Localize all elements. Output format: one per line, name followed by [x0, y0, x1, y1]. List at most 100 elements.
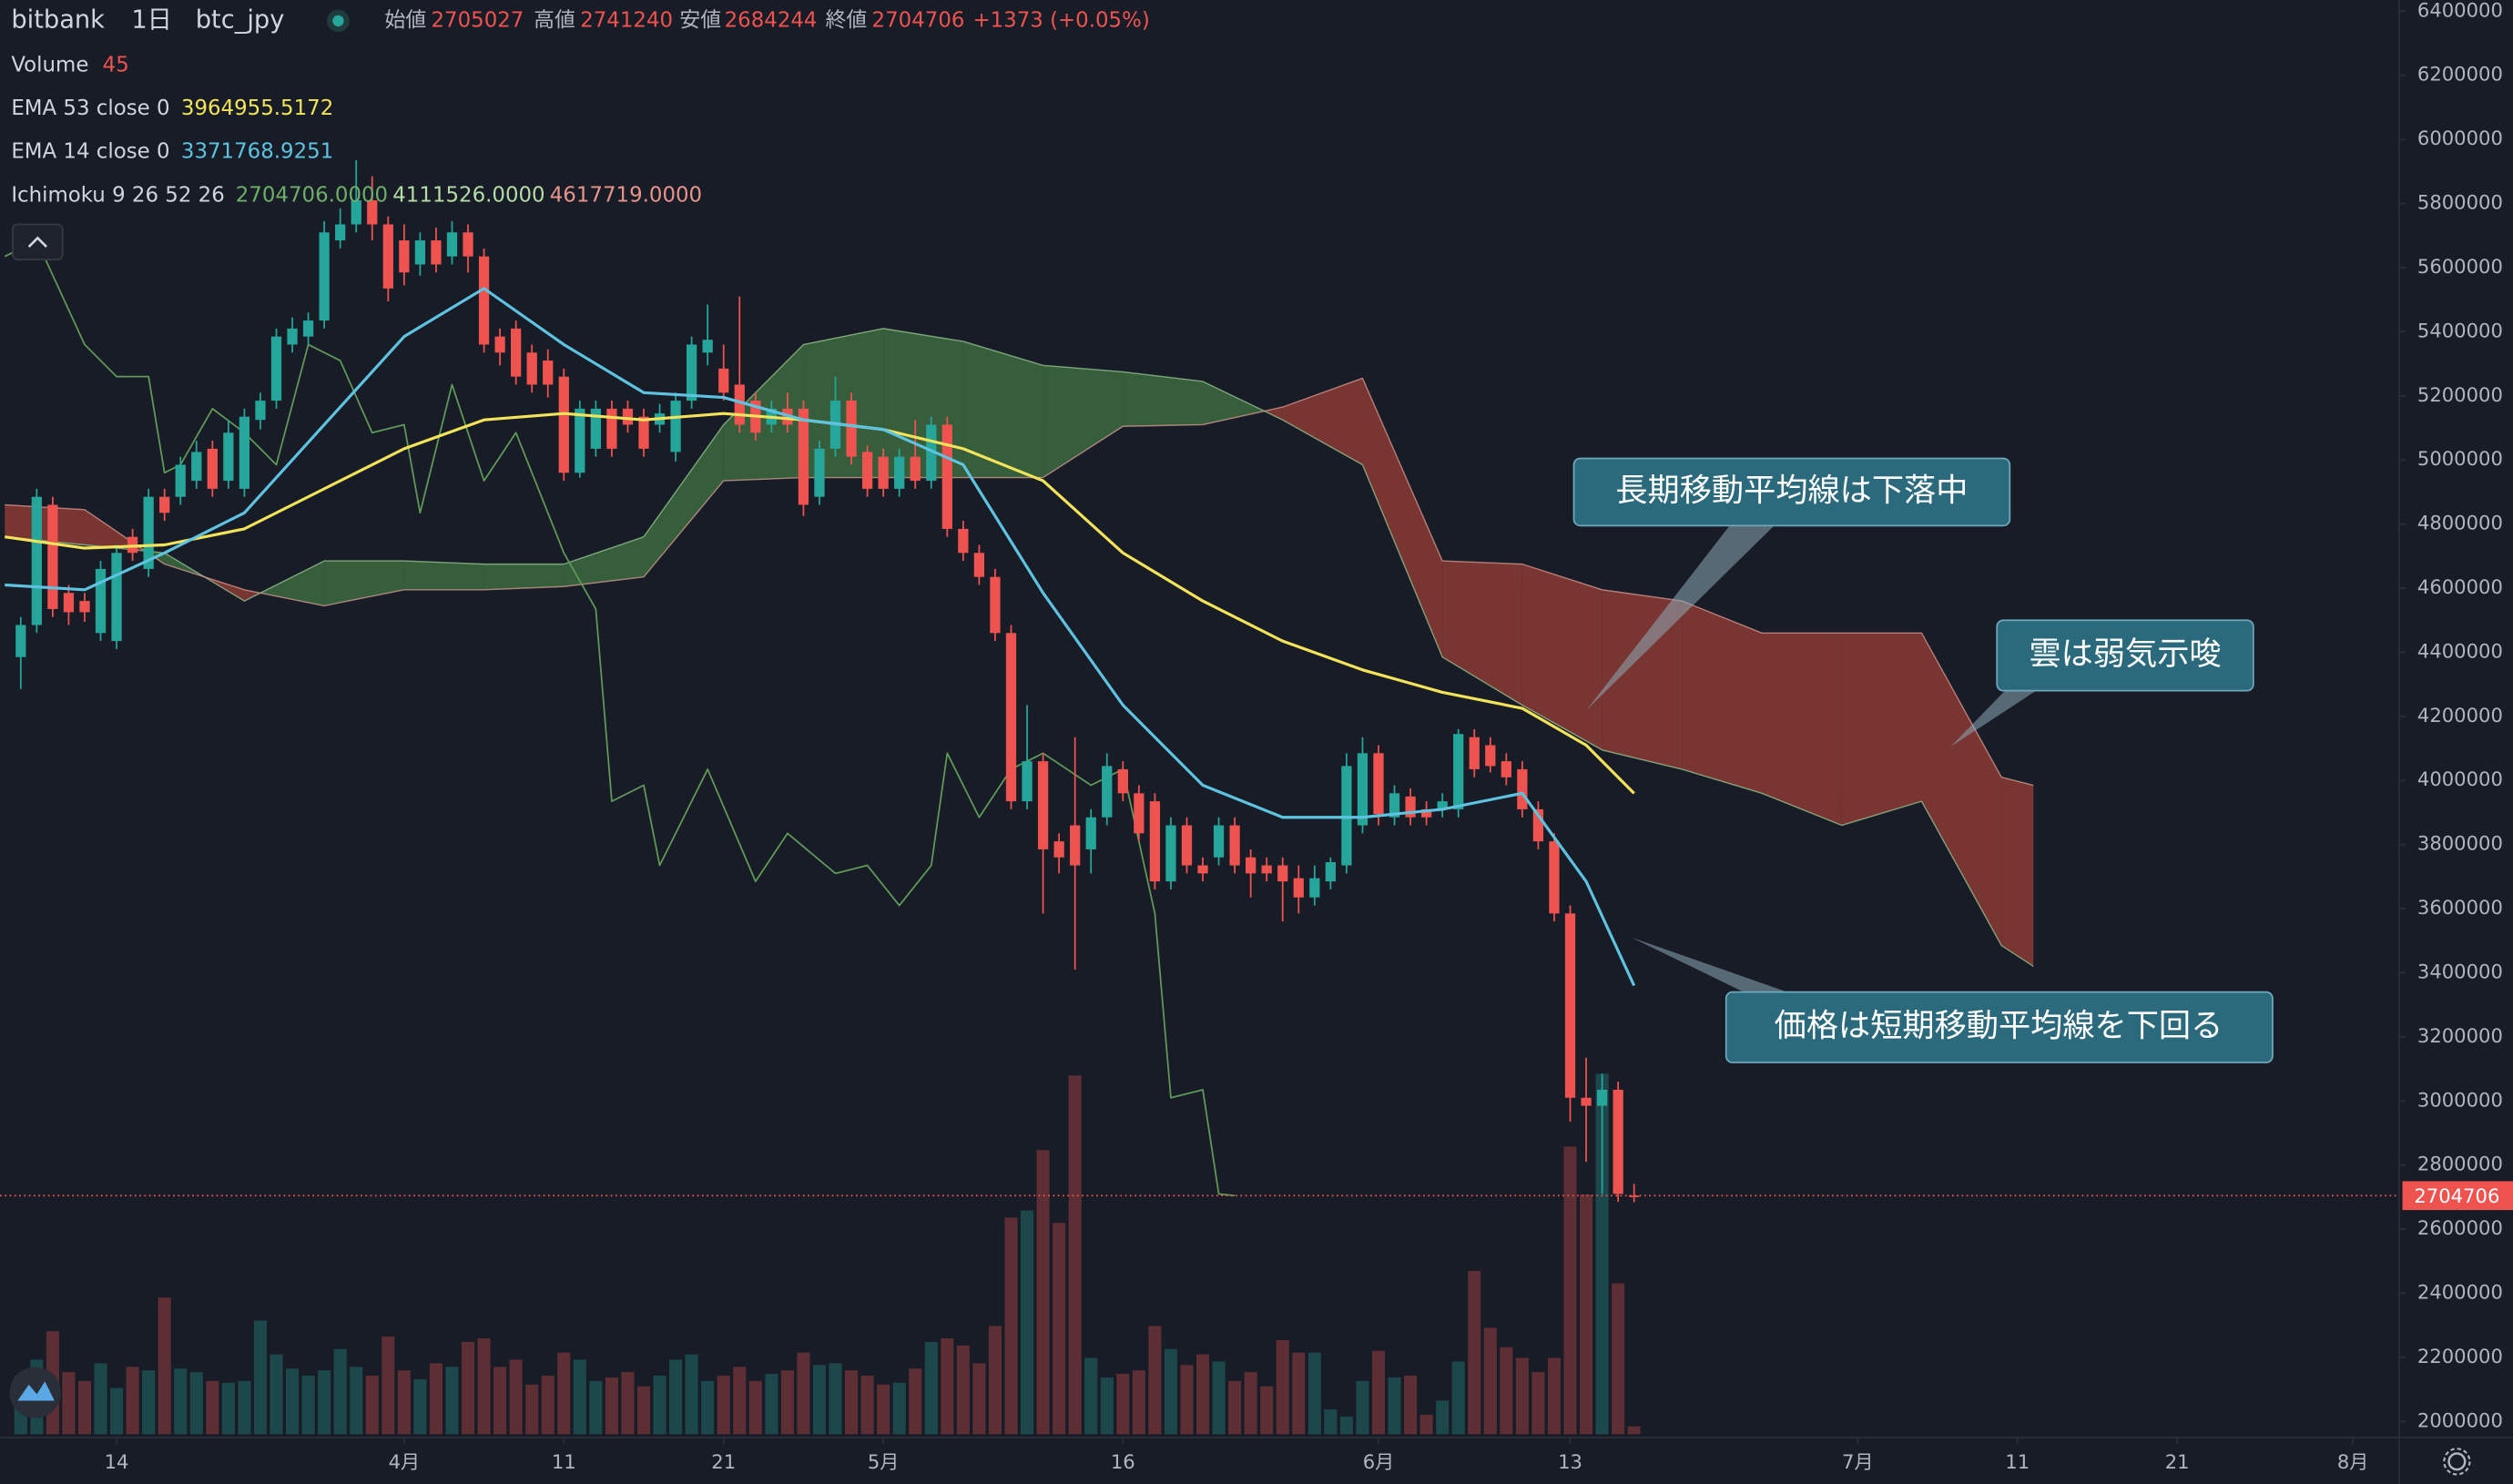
cloud-segment [564, 536, 645, 587]
candle-body [511, 328, 522, 377]
settings-icon-teeth[interactable] [2443, 1448, 2471, 1476]
volume-bar [845, 1370, 859, 1435]
cloud-segment [403, 561, 484, 590]
collapse-icon[interactable] [27, 236, 47, 249]
ema53-legend[interactable]: EMA 53 close 0 [11, 97, 169, 120]
volume-bar [1419, 1414, 1433, 1435]
candle-body [926, 424, 937, 482]
volume-bar [1371, 1350, 1386, 1435]
x-tick-label: 7月 [1842, 1450, 1874, 1473]
candle-body [1420, 808, 1432, 818]
candle-body [351, 200, 361, 225]
candle-body [1564, 913, 1576, 1098]
candle-body [223, 432, 234, 482]
ema14-legend[interactable]: EMA 14 close 0 [11, 140, 169, 164]
candle-body [1134, 793, 1145, 834]
volume-bar [413, 1378, 427, 1435]
candle-body [590, 408, 602, 449]
volume-bar [860, 1376, 874, 1435]
candle-body [558, 376, 569, 473]
candle-body [1389, 793, 1400, 818]
cloud-segment [1442, 561, 1522, 706]
volume-bar [1212, 1361, 1226, 1435]
y-tick-label: 3400000 [2417, 960, 2503, 982]
volume-bar [1468, 1270, 1481, 1435]
volume-bar [1180, 1365, 1194, 1435]
candle-body [734, 384, 745, 425]
volume-bar [941, 1338, 954, 1435]
volume-bar [877, 1384, 890, 1435]
high-label: 高値 [534, 8, 575, 32]
callout-text: 長期移動平均線は下落中 [1615, 472, 1968, 509]
volume-bar [924, 1341, 938, 1435]
cloud-segment [723, 344, 804, 482]
candle-body [1629, 1195, 1640, 1197]
plot-area [0, 160, 2400, 1435]
candle-body [191, 452, 202, 482]
volume-bar [1515, 1357, 1529, 1435]
volume-bar [1164, 1348, 1177, 1435]
settings-icon[interactable] [2447, 1452, 2467, 1471]
ichimoku-legend[interactable]: Ichimoku 9 26 52 26 [11, 183, 224, 207]
candle-body [1309, 878, 1320, 898]
volume-legend[interactable]: Volume [11, 54, 88, 77]
candle-body [1070, 825, 1081, 866]
collapse-button[interactable] [12, 223, 64, 261]
cloud-segment [1123, 371, 1204, 427]
volume-bar [589, 1380, 603, 1435]
volume-bar [493, 1367, 507, 1435]
volume-bar [701, 1380, 715, 1435]
close-value: 2704706 [872, 8, 965, 32]
open-label: 始値 [384, 8, 426, 32]
candle-body [1085, 817, 1096, 849]
y-tick-label: 6000000 [2417, 127, 2503, 149]
candle-body [1437, 801, 1448, 809]
volume-bar [812, 1365, 827, 1435]
collapse-button-box[interactable] [12, 223, 64, 261]
interval[interactable]: 1日 [131, 5, 172, 34]
logo-mark[interactable] [17, 1381, 55, 1401]
cloud-segment [1282, 378, 1363, 465]
candle-body [894, 456, 905, 489]
cloud-segment [1682, 601, 1763, 794]
cloud-segment [259, 561, 325, 606]
candle-body [1149, 801, 1161, 882]
candle-body [861, 452, 873, 489]
cloud-segment [324, 561, 404, 606]
x-tick-label: 16 [1111, 1450, 1135, 1473]
volume-bar [253, 1320, 267, 1435]
logo[interactable] [9, 1367, 61, 1418]
volume-bar [1148, 1326, 1162, 1435]
y-tick-label: 3200000 [2417, 1024, 2503, 1047]
candle-body [1357, 753, 1368, 826]
volume-bar [1500, 1347, 1513, 1435]
volume-bar [1580, 1194, 1593, 1435]
ema14-line [5, 287, 1636, 987]
candle-body [878, 456, 889, 489]
y-tick-label: 3600000 [2417, 896, 2503, 919]
candle-body [239, 416, 250, 489]
volume-bar [1436, 1400, 1450, 1435]
candle-body [1117, 768, 1128, 794]
y-tick-label: 2600000 [2417, 1216, 2503, 1239]
settings-button[interactable] [2443, 1448, 2471, 1476]
candle-body [335, 224, 346, 241]
volume-bar [1451, 1361, 1465, 1435]
candle-body [1102, 766, 1113, 818]
y-tick-label: 6200000 [2417, 63, 2503, 86]
x-tick-label: 11 [2005, 1450, 2030, 1473]
volume-bar [557, 1352, 571, 1435]
cloud-segment [1362, 378, 1443, 657]
span-a-line [5, 328, 2034, 968]
volume-bar [1244, 1372, 1257, 1435]
cloud-segment [1921, 633, 2002, 946]
candle-body [367, 200, 378, 225]
callout-text: 雲は弱気示唆 [2029, 635, 2221, 673]
volume-bar [1068, 1075, 1082, 1435]
volume-bar [158, 1297, 171, 1435]
candle-body [1596, 1089, 1608, 1106]
candle-body [718, 368, 729, 393]
cloud-segment [1521, 564, 1602, 750]
volume-bar [365, 1376, 379, 1435]
symbol[interactable]: btc_jpy [196, 5, 285, 34]
